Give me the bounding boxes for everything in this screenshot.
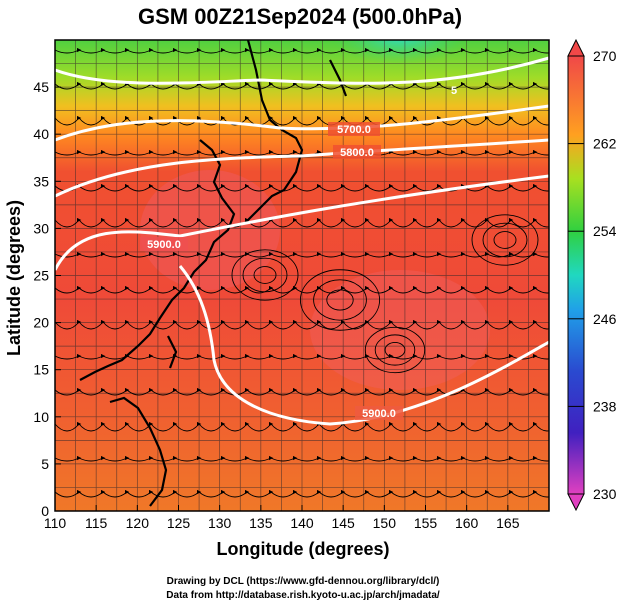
colorbar-tick-label: 254 <box>593 223 617 239</box>
height-contours <box>55 56 549 426</box>
contour-label-bg-1 <box>328 122 380 136</box>
y-tick-label: 40 <box>33 126 49 142</box>
credit-line-2: Data from http://database.rish.kyoto-u.a… <box>166 590 440 601</box>
x-tick-label: 125 <box>167 515 191 531</box>
streamline-vortex <box>299 269 381 331</box>
x-tick-label: 160 <box>455 515 479 531</box>
streamline-vortex <box>242 257 288 293</box>
y-tick-label: 25 <box>33 268 49 284</box>
coastline <box>79 40 348 507</box>
colorbar-tick-label: 230 <box>593 486 617 502</box>
y-tick-label: 35 <box>33 173 49 189</box>
streamline <box>55 455 549 462</box>
colorbar-tick-label: 270 <box>593 48 617 64</box>
y-tick-label: 15 <box>33 362 49 378</box>
wind-streamlines <box>55 47 549 498</box>
x-tick-label: 110 <box>44 515 67 531</box>
streamline <box>55 217 549 228</box>
streamline-vortex <box>384 341 406 359</box>
streamline <box>55 421 549 432</box>
x-tick-label: 135 <box>249 515 273 531</box>
streamline <box>55 251 549 258</box>
y-tick-label: 5 <box>41 456 49 472</box>
streamline <box>55 387 549 396</box>
streamline <box>55 115 549 126</box>
contour-5700-line <box>55 104 549 142</box>
contour-label-bg-2 <box>333 145 381 159</box>
x-axis-label: Longitude (degrees) <box>216 539 389 559</box>
streamline <box>55 489 549 498</box>
y-tick-label: 20 <box>33 315 49 331</box>
y-tick-label: 30 <box>33 220 49 236</box>
x-tick-label: 145 <box>331 515 355 531</box>
streamline-vortex <box>482 222 528 258</box>
colorbar: 270 262 254 246 238 230 <box>567 38 617 512</box>
y-tick-label: 10 <box>33 409 49 425</box>
colorbar-tick-label: 238 <box>593 398 617 414</box>
contour-label-3: 5900.0 <box>147 239 181 251</box>
x-tick-label: 120 <box>126 515 150 531</box>
streamline-vortex <box>253 266 277 284</box>
streamline-vortex <box>326 289 354 311</box>
streamline-vortex <box>313 279 367 321</box>
contour-5900-north-line <box>55 174 549 271</box>
streamline <box>55 47 549 54</box>
y-axis-label: Latitude (degrees) <box>4 200 24 356</box>
streamline-vortex <box>374 334 416 366</box>
x-tick-label: 155 <box>414 515 438 531</box>
colorbar-top-arrow <box>567 38 585 57</box>
x-tick-label: 115 <box>85 515 108 531</box>
streamline <box>55 285 549 294</box>
contour-label-2: 5800.0 <box>340 147 374 159</box>
streamline-vortex <box>364 326 426 374</box>
y-tick-label: 45 <box>33 79 49 95</box>
colorbar-bottom-arrow <box>567 493 585 512</box>
x-tick-label: 130 <box>208 515 232 531</box>
streamline <box>55 183 549 192</box>
contour-label-partial: 5 <box>451 85 457 97</box>
y-tick-label: 0 <box>41 503 49 519</box>
contour-label-bg-4 <box>355 406 403 420</box>
streamline <box>55 319 549 330</box>
contour-5800-line <box>55 138 549 198</box>
x-tick-label: 165 <box>496 515 520 531</box>
map-panel: 5700.0 5800.0 5900.0 5900.0 5 <box>55 40 549 511</box>
colorbar-tick-label: 246 <box>593 311 617 327</box>
colorbar-tick-label: 262 <box>593 136 617 152</box>
streamline <box>55 353 549 360</box>
streamline-vortex <box>493 231 517 249</box>
contour-label-bg-3 <box>140 237 188 251</box>
x-tick-label: 150 <box>373 515 397 531</box>
streamline-vortex <box>231 249 299 301</box>
x-tick-label: 140 <box>290 515 314 531</box>
streamline-vortex <box>471 214 539 266</box>
contour-5900-south-line <box>178 265 549 426</box>
y-axis-ticks: 0 5 10 15 20 25 30 35 40 45 <box>33 79 61 519</box>
credit-line-1: Drawing by DCL (https://www.gfd-dennou.o… <box>167 576 440 587</box>
colorbar-ticks: 270 262 254 246 238 230 <box>568 48 617 502</box>
lat-lon-grid <box>55 40 549 511</box>
contour-label-4: 5900.0 <box>362 408 396 420</box>
x-axis-ticks: 110 115 120 125 130 135 140 145 150 155 160 165 <box>44 505 520 531</box>
contour-upper-line <box>55 56 549 85</box>
warm-patch-central <box>310 270 490 390</box>
colorbar-body <box>567 55 585 495</box>
chart-title: GSM 00Z21Sep2024 (500.0hPa) <box>138 4 462 29</box>
contour-label-1: 5700.0 <box>337 124 371 136</box>
streamline <box>55 81 549 90</box>
